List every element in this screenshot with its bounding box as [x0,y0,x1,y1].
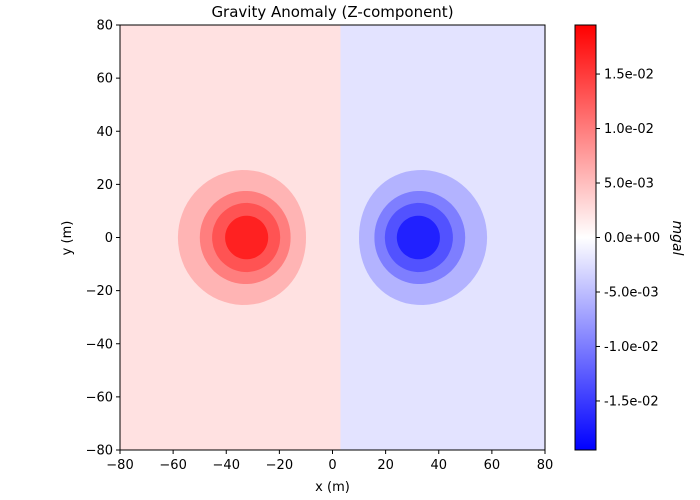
y-tick-label: −80 [86,444,113,459]
x-tick-label: −80 [106,458,133,473]
colorbar-ticks: 1.5e-02 1.0e-02 5.0e-03 0.0e+00 -5.0e-03 -1.0… [596,68,660,409]
colorbar-tick-label: -1.0e-02 [604,340,659,355]
x-tick-label: 0 [328,458,336,473]
colorbar-tick-label: 0.0e+00 [604,231,660,246]
contour-plot-area [120,25,545,450]
colorbar-tick-label: -5.0e-03 [604,285,659,300]
x-tick-label: 60 [484,458,501,473]
y-axis-ticks: −80 −60 −40 −20 0 20 40 60 80 [86,19,120,459]
x-tick-label: −60 [159,458,186,473]
colorbar-label: mgal [669,221,685,256]
y-tick-label: 20 [96,178,113,193]
colorbar-tick-label: 1.0e-02 [604,122,654,137]
x-tick-label: 20 [377,458,394,473]
chart-title: Gravity Anomaly (Z-component) [211,3,453,21]
colorbar: 1.5e-02 1.0e-02 5.0e-03 0.0e+00 -5.0e-03 -1.0… [574,24,685,451]
x-tick-label: 80 [537,458,554,473]
y-tick-label: 60 [96,72,113,87]
y-tick-label: −20 [86,284,113,299]
x-axis-ticks: −80 −60 −40 −20 0 20 40 60 80 [106,450,553,473]
y-tick-label: −60 [86,390,113,405]
y-axis-label: y (m) [60,221,75,256]
y-tick-label: 0 [105,231,113,246]
contour-band-negative-4 [396,215,440,260]
y-tick-label: −40 [86,337,113,352]
y-tick-label: 80 [96,19,113,34]
y-tick-label: 40 [96,125,113,140]
contour-band-positive-4 [225,215,269,260]
x-axis-label: x (m) [315,480,350,495]
x-tick-label: −20 [266,458,293,473]
colorbar-gradient [574,24,597,451]
colorbar-tick-label: -1.5e-02 [604,394,659,409]
colorbar-tick-label: 1.5e-02 [604,68,654,83]
x-tick-label: −40 [213,458,240,473]
x-tick-label: 40 [430,458,447,473]
colorbar-tick-label: 5.0e-03 [604,177,654,192]
contour-fills [120,25,545,450]
